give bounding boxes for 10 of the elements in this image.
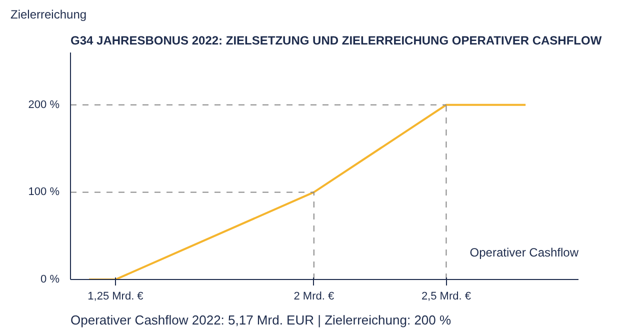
y-axis-title: Zielerreichung bbox=[10, 8, 87, 22]
x-axis-title: Operativer Cashflow bbox=[470, 246, 579, 260]
x-tick-label: 1,25 Mrd. € bbox=[88, 290, 144, 302]
chart-title: G34 JAHRESBONUS 2022: ZIELSETZUNG UND ZIELERREICHUNG OPERATIVER CASHFLOW bbox=[70, 34, 602, 48]
y-tick-label: 100 % bbox=[28, 186, 60, 198]
y-tick-label: 200 % bbox=[28, 98, 60, 111]
x-tick-label: 2 Mrd. € bbox=[294, 290, 334, 302]
text: Operativer Cashflow 2022: 5,17 Mrd. EUR | Zielerreichung: 200 % bbox=[70, 312, 452, 328]
y-tick-label: 0 % bbox=[40, 274, 60, 286]
x-tick-label: 2,5 Mrd. € bbox=[421, 290, 471, 302]
